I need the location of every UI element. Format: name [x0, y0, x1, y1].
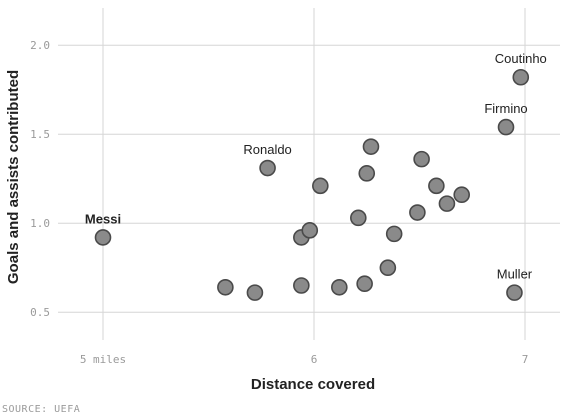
- data-point: [428, 177, 445, 195]
- data-point: [312, 177, 329, 195]
- y-tick-label: 1.5: [30, 128, 50, 141]
- data-point: [358, 165, 376, 182]
- data-point: [301, 222, 319, 239]
- point-label: Messi: [85, 211, 121, 226]
- y-axis-label: Goals and assists contributed: [5, 70, 22, 284]
- data-point: [259, 159, 276, 177]
- data-point: [293, 277, 310, 294]
- x-tick-label: 6: [311, 353, 318, 366]
- data-point: [409, 204, 426, 221]
- data-point: [94, 229, 112, 246]
- y-tick-label: 0.5: [30, 306, 50, 319]
- point-label: Coutinho: [495, 51, 547, 66]
- data-point: [362, 138, 380, 155]
- x-axis-label: Distance covered: [251, 376, 375, 393]
- data-point: [385, 225, 403, 243]
- data-point: [506, 284, 523, 301]
- data-point: [350, 209, 367, 227]
- tick-labels: 5 miles 6 7 0.5 1.0 1.5 2.0: [30, 39, 528, 366]
- data-point: [246, 284, 264, 301]
- data-point: [453, 186, 471, 204]
- x-tick-label: 5 miles: [80, 353, 126, 366]
- data-point: [438, 195, 456, 212]
- y-tick-label: 2.0: [30, 39, 50, 52]
- data-point: [413, 150, 430, 168]
- x-tick-label: 7: [522, 353, 529, 366]
- point-label: Muller: [497, 267, 533, 282]
- point-annotations: Messi Ronaldo Firmino Muller Coutinho: [85, 51, 547, 281]
- data-point: [331, 278, 348, 296]
- source-note: SOURCE: UEFA: [2, 404, 80, 415]
- data-point: [356, 275, 373, 293]
- data-point: [217, 278, 234, 296]
- data-points: [94, 68, 530, 301]
- point-label: Ronaldo: [243, 142, 291, 157]
- data-point: [497, 118, 515, 136]
- data-point: [379, 259, 397, 277]
- y-tick-label: 1.0: [30, 217, 50, 230]
- data-point: [512, 68, 530, 86]
- gridlines: [58, 8, 560, 340]
- point-label: Firmino: [484, 101, 527, 116]
